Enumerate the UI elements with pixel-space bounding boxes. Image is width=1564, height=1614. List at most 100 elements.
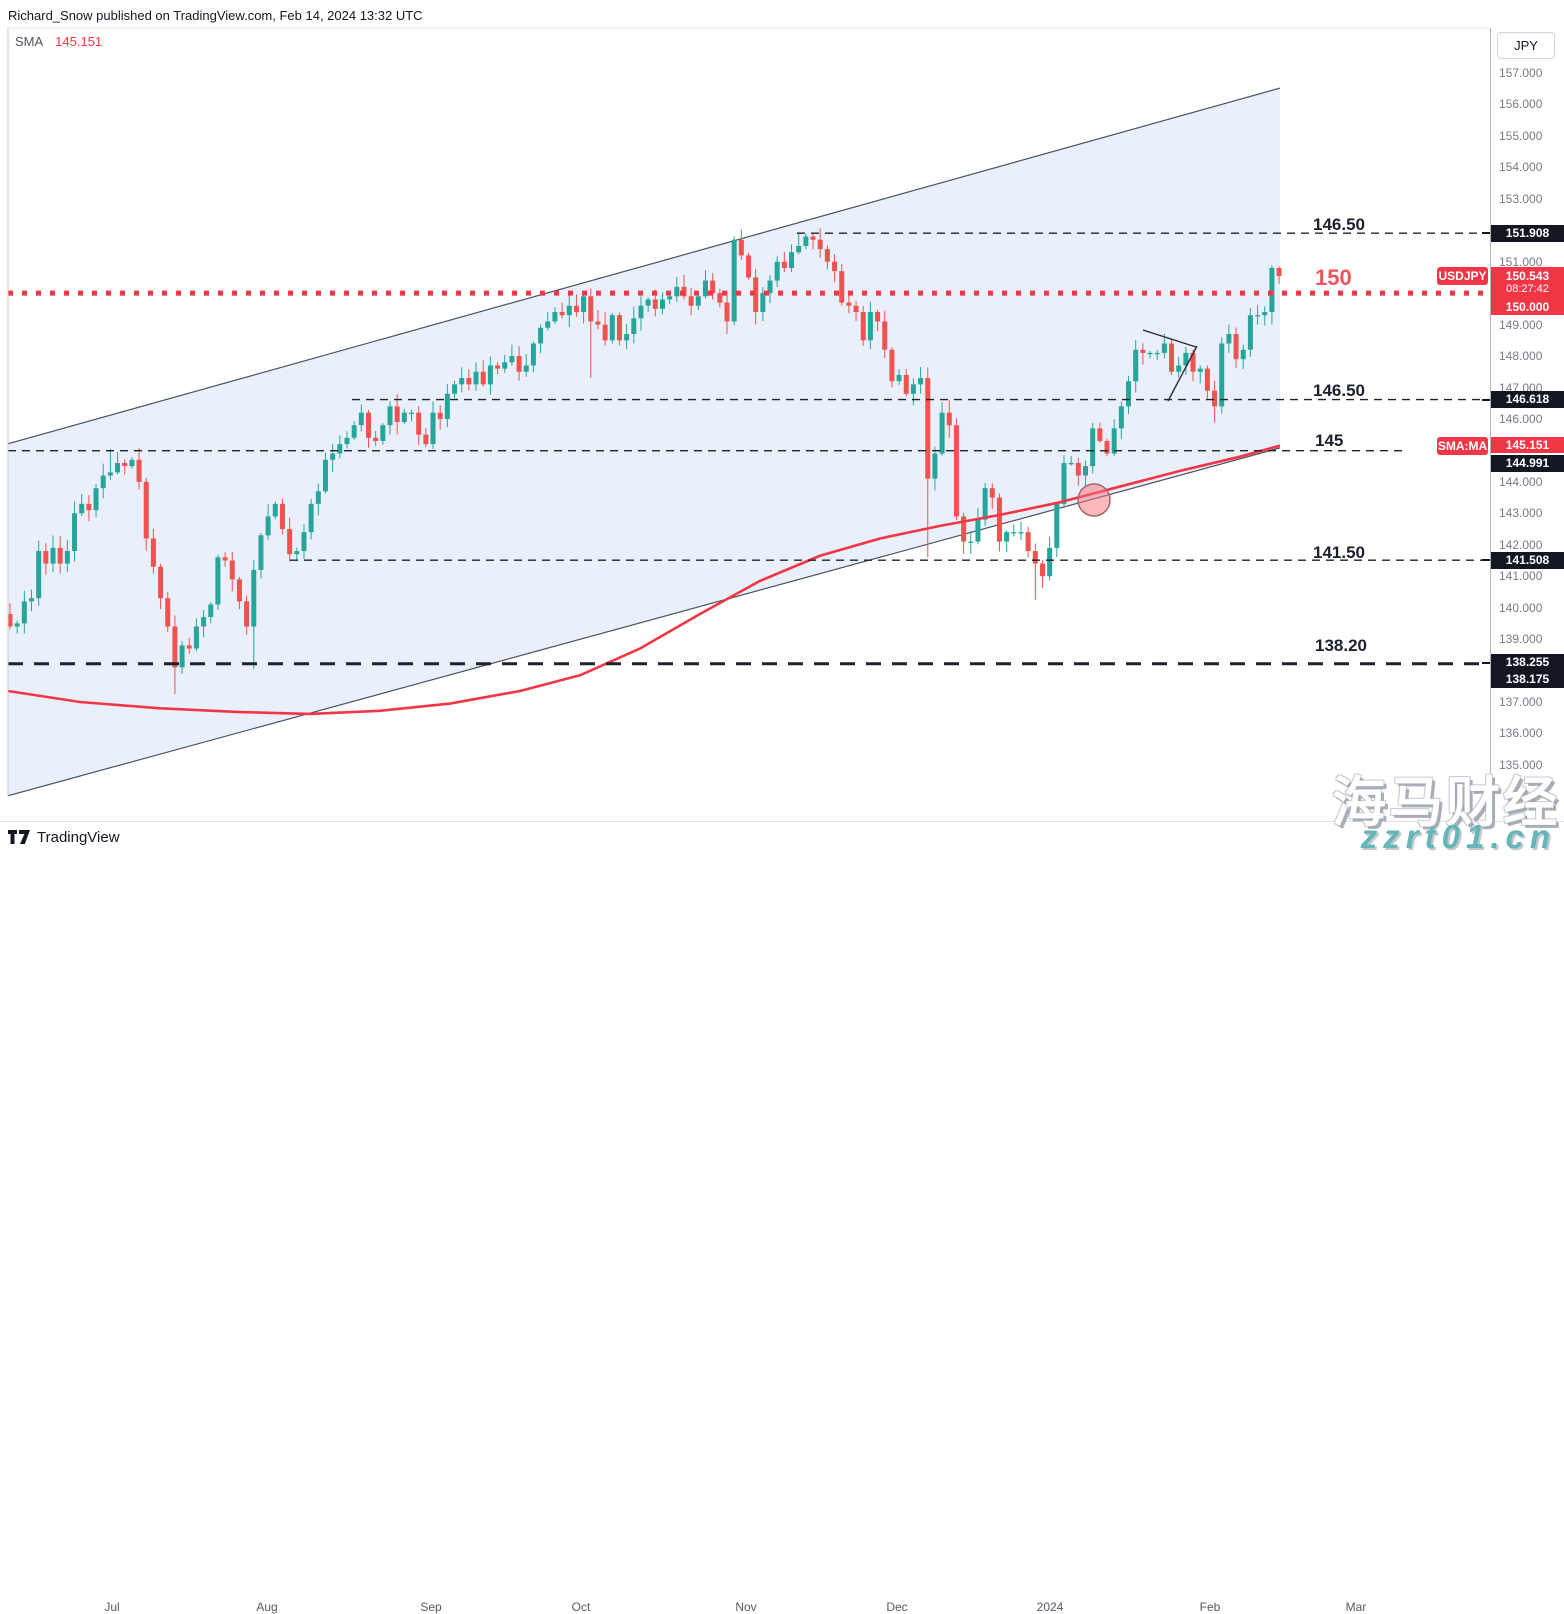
candle (1240, 349, 1246, 360)
level-label[interactable]: 145 (1315, 431, 1344, 450)
indicator-value: 145.151 (55, 34, 103, 49)
candle (789, 252, 795, 268)
level-label[interactable]: 138.20 (1315, 636, 1367, 655)
candle (767, 280, 773, 294)
candle (731, 239, 737, 322)
time-axis-label: Aug (256, 1600, 278, 1614)
candle (616, 315, 622, 341)
candle (21, 601, 27, 624)
candle (545, 321, 551, 328)
candle (322, 459, 328, 492)
level-label[interactable]: 141.50 (1313, 543, 1365, 562)
price-tick: 154.000 (1499, 160, 1543, 175)
candle (437, 412, 443, 419)
candle (516, 356, 522, 372)
candle (423, 434, 429, 445)
candle (1126, 381, 1132, 407)
candle (50, 547, 56, 564)
candle (717, 293, 723, 303)
plot-area[interactable] (0, 87, 1490, 798)
candle (36, 551, 42, 599)
candle (193, 626, 199, 649)
indicator-price-pill: USDJPY (1437, 267, 1488, 285)
candle (867, 312, 873, 341)
candlestick-series[interactable] (8, 228, 1282, 695)
candle (1075, 462, 1081, 476)
currency-unit-button[interactable]: JPY (1497, 32, 1555, 59)
candle (265, 516, 271, 536)
candle (1025, 532, 1031, 552)
candle (602, 324, 608, 341)
circle-annotation[interactable] (1077, 483, 1111, 517)
candle (1039, 563, 1045, 577)
candle (93, 488, 99, 511)
level-label[interactable]: 150 (1315, 265, 1352, 290)
price-tag-tick (1482, 661, 1490, 664)
candle (1255, 315, 1261, 317)
candle (1226, 334, 1232, 344)
price-tag: 150.000 (1491, 299, 1564, 315)
candle (107, 472, 113, 476)
candle (380, 425, 386, 441)
time-axis[interactable]: Jul Aug Sep Oct Nov Dec 2024 Feb Mar (0, 797, 1564, 1614)
candle (229, 560, 235, 580)
candle (1061, 462, 1067, 504)
candle (624, 334, 630, 341)
time-axis-label: Dec (886, 1600, 908, 1614)
price-tag: 146.618 (1491, 391, 1564, 408)
candle (57, 547, 63, 564)
price-tick: 157.000 (1499, 66, 1543, 80)
time-axis-label: Oct (571, 1600, 591, 1614)
candle (358, 412, 364, 426)
price-tick: 141.000 (1499, 569, 1543, 584)
candle (810, 236, 816, 240)
candle (982, 488, 988, 520)
candle (129, 459, 135, 467)
price-tick: 151.000 (1499, 254, 1543, 269)
candle (452, 384, 458, 394)
last-price-tag: 150.543 08:27:42 (1491, 267, 1564, 299)
time-axis-label: Mar (1345, 1600, 1367, 1614)
candle (1018, 532, 1024, 534)
price-axis[interactable]: JPY 157.000 156.000 155.000 154.000 153.000 1… (1491, 28, 1564, 821)
tradingview-brand-label: TradingView (37, 829, 120, 846)
tradingview-brand[interactable]: TradingView (8, 829, 120, 846)
price-tick: 148.000 (1499, 349, 1543, 364)
candle (1011, 532, 1017, 534)
price-chart-canvas[interactable] (0, 0, 1564, 857)
candle (832, 261, 838, 272)
price-tag-tick (1482, 232, 1490, 235)
candle (337, 444, 343, 454)
indicator-legend[interactable]: SMA 145.151 (15, 34, 102, 49)
candle (351, 425, 357, 438)
channel-lower-line[interactable] (0, 447, 1281, 798)
wedge-annotation-line[interactable] (1142, 329, 1197, 348)
candle (1269, 267, 1275, 313)
candle (1111, 428, 1117, 454)
candle (186, 645, 192, 649)
level-label[interactable]: 146.50 (1313, 215, 1365, 234)
candle (896, 374, 902, 382)
candle (824, 249, 830, 262)
candle (143, 481, 149, 539)
time-axis-label: 2024 (1036, 1600, 1064, 1614)
candle (86, 503, 92, 511)
trend-channel-fill (8, 88, 1280, 796)
candle (165, 598, 171, 627)
wedge-annotation-line[interactable] (1167, 345, 1198, 402)
candle (1032, 551, 1038, 564)
candle (530, 343, 536, 366)
candle (846, 302, 852, 306)
candle (559, 312, 565, 316)
price-tick: 135.000 (1499, 757, 1543, 772)
channel-upper-line[interactable] (0, 87, 1281, 446)
candle (875, 312, 881, 322)
price-tag: 144.991 (1491, 455, 1564, 472)
candle (495, 365, 501, 369)
level-label[interactable]: 146.50 (1313, 381, 1365, 400)
candle (1169, 343, 1175, 372)
candle (688, 296, 694, 306)
candle (373, 437, 379, 441)
candle (473, 371, 479, 385)
